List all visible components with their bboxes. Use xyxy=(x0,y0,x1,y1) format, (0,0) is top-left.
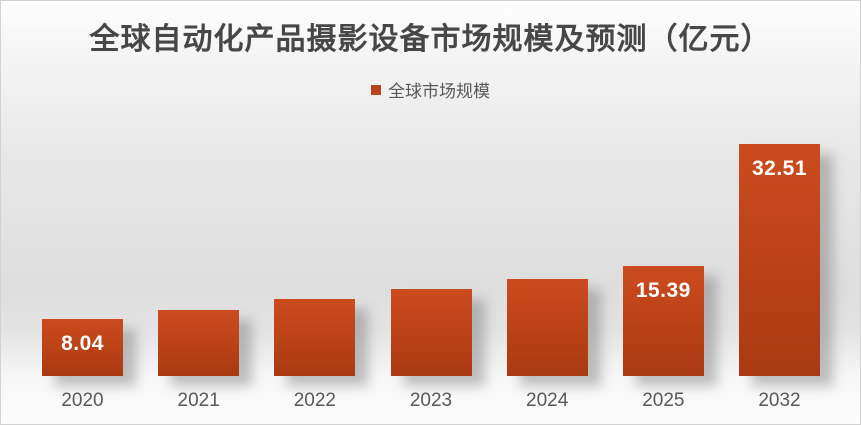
bar-value-label-2025: 15.39 xyxy=(635,279,691,302)
x-axis-label-2025: 2025 xyxy=(642,390,685,411)
bar-2022 xyxy=(274,299,356,376)
legend: 全球市场规模 xyxy=(1,77,860,102)
bar-2020: 8.04 xyxy=(42,319,123,376)
x-axis-label-2023: 2023 xyxy=(409,390,453,411)
chart-title: 全球自动化产品摄影设备市场规模及预测（亿元） xyxy=(89,22,772,57)
bar-2021 xyxy=(158,310,240,376)
bar-2024 xyxy=(506,279,588,376)
bar-2032: 32.51 xyxy=(739,144,821,376)
bar-2025: 15.39 xyxy=(622,266,704,376)
legend-series-label: 全球市场规模 xyxy=(388,82,490,102)
legend-marker-icon xyxy=(371,84,381,95)
bar-2023 xyxy=(390,289,472,376)
bar-value-label-2020: 8.04 xyxy=(61,332,104,355)
x-axis-label-2024: 2024 xyxy=(526,390,569,411)
x-axis-label-2032: 2032 xyxy=(758,390,801,411)
x-axis-label-2022: 2022 xyxy=(293,390,336,411)
x-axis-label-2020: 2020 xyxy=(61,390,104,411)
x-axis-label-2021: 2021 xyxy=(177,390,220,411)
bar-value-label-2032: 32.51 xyxy=(751,157,808,180)
